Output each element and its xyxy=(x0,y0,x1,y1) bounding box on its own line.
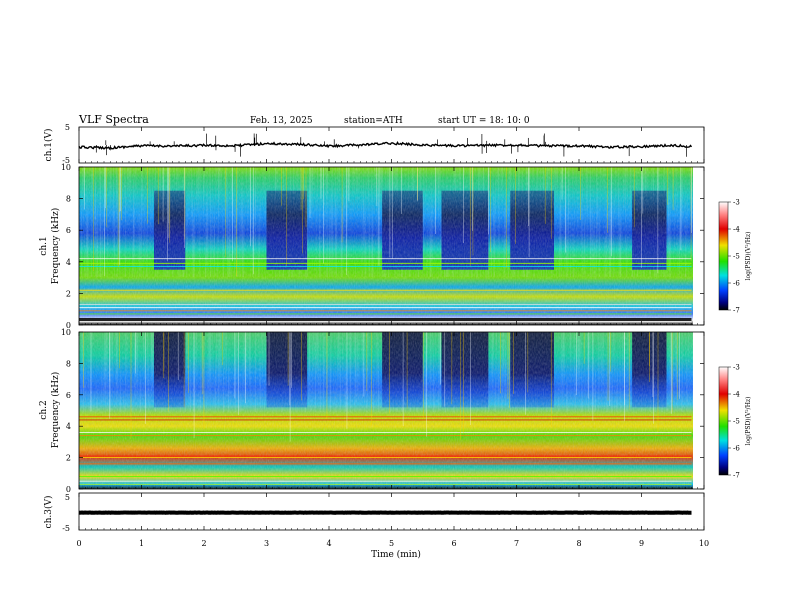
time-tick-label: 9 xyxy=(639,539,644,548)
ch1-wave-ylabel: ch.1(V) xyxy=(43,129,54,162)
colorbar-tick-label: -6 xyxy=(733,280,740,288)
ch1-waveform-line xyxy=(78,141,693,151)
freq-tick-label: 10 xyxy=(61,328,71,337)
colorbar-tick-label: -6 xyxy=(733,445,740,453)
ch2-spec-channel-label: ch.2 xyxy=(39,400,49,419)
colorbar-tick-label: -5 xyxy=(733,253,740,261)
ch2-spec-ylabel: Frequency (kHz) xyxy=(50,372,61,449)
time-tick-label: 2 xyxy=(201,539,206,548)
freq-tick-label: 6 xyxy=(66,391,71,400)
freq-tick-label: 8 xyxy=(66,359,71,368)
freq-tick-label: 10 xyxy=(61,163,71,172)
ch2-spectrogram-noise xyxy=(79,332,693,489)
freq-tick-label: 4 xyxy=(66,422,71,431)
time-tick-label: 4 xyxy=(326,539,331,548)
colorbar-tick-label: -3 xyxy=(733,364,740,372)
colorbar-tick-label: -4 xyxy=(733,391,740,399)
ch1-colorbar: -3 -4 -5 -6 -7 log(PSD)(V²/Hz) xyxy=(718,199,752,315)
station-label: station=ATH xyxy=(344,116,403,126)
time-tick-label: 3 xyxy=(264,539,269,548)
ch2-empty-tail xyxy=(693,332,704,489)
ch2-spectrogram-panel: 0 2 4 6 8 10 ch.2 Frequency (kHz) xyxy=(39,328,705,494)
date-label: Feb. 13, 2025 xyxy=(250,116,313,126)
time-tick-label: 7 xyxy=(514,539,519,548)
freq-tick-label: 8 xyxy=(66,195,71,204)
time-axis: 0 1 2 3 4 5 6 7 8 9 10 xyxy=(76,127,709,548)
time-tick-label: 8 xyxy=(576,539,581,548)
ch1-spec-ylabel: Frequency (kHz) xyxy=(50,208,61,285)
ch1-spectrogram-panel: 0 2 4 6 8 10 ch.1 Frequency (kHz) xyxy=(39,163,705,330)
ch1-spectrogram-noise xyxy=(79,167,693,325)
freq-tick-label: 2 xyxy=(66,454,71,463)
time-tick-label: 6 xyxy=(451,539,456,548)
colorbar-tick-label: -5 xyxy=(733,418,740,426)
ch3-waveform-panel: 5 -5 ch.3(V) xyxy=(43,492,705,533)
freq-tick-label: 0 xyxy=(66,485,71,494)
ch1-colorbar-ramp xyxy=(718,201,729,311)
ch2-colorbar-ramp xyxy=(718,366,729,476)
ch3-ytick-bottom: -5 xyxy=(62,524,70,533)
ch3-ytick-top: 5 xyxy=(65,493,70,502)
colorbar-tick-label: -4 xyxy=(733,226,740,234)
ch1-colorbar-ticks: -3 -4 -5 -6 -7 xyxy=(728,199,740,315)
ch2-colorbar: -3 -4 -5 -6 -7 log(PSD)(V²/Hz) xyxy=(718,364,752,480)
freq-tick-label: 2 xyxy=(66,289,71,298)
ch1-waveform-panel: 5 -5 ch.1(V) xyxy=(43,123,705,165)
ch1-freq-ticks: 0 2 4 6 8 10 xyxy=(61,163,704,330)
time-axis-label: Time (min) xyxy=(371,549,421,560)
ch1-carrier-lines xyxy=(79,167,692,323)
ch1-ytick-top: 5 xyxy=(65,123,70,132)
colorbar-tick-label: -7 xyxy=(733,472,740,480)
ch2-colorbar-ticks: -3 -4 -5 -6 -7 xyxy=(728,364,740,480)
freq-tick-label: 4 xyxy=(66,258,71,267)
ch1-ytick-bottom: -5 xyxy=(62,156,70,165)
figure-title: VLF Spectra xyxy=(78,113,149,126)
time-tick-label: 1 xyxy=(139,539,144,548)
ch3-wave-ylabel: ch.3(V) xyxy=(43,496,54,529)
ch1-spec-channel-label: ch.1 xyxy=(39,236,49,255)
time-tick-label: 10 xyxy=(699,539,709,548)
ch1-waveform-spikes xyxy=(95,133,687,157)
freq-tick-label: 0 xyxy=(66,321,71,330)
colorbar-tick-label: -7 xyxy=(733,307,740,315)
ch2-carrier-lines xyxy=(79,332,692,485)
ch2-freq-ticks: 0 2 4 6 8 10 xyxy=(61,328,704,494)
colorbar-tick-label: -3 xyxy=(733,199,740,207)
start-time-label: start UT = 18: 10: 0 xyxy=(438,116,530,126)
ch1-empty-tail xyxy=(693,167,704,325)
time-tick-label: 5 xyxy=(389,539,394,548)
ch1-colorbar-label: log(PSD)(V²/Hz) xyxy=(745,232,752,281)
time-tick-label: 0 xyxy=(76,539,81,548)
ch2-colorbar-label: log(PSD)(V²/Hz) xyxy=(745,397,752,446)
freq-tick-label: 6 xyxy=(66,226,71,235)
